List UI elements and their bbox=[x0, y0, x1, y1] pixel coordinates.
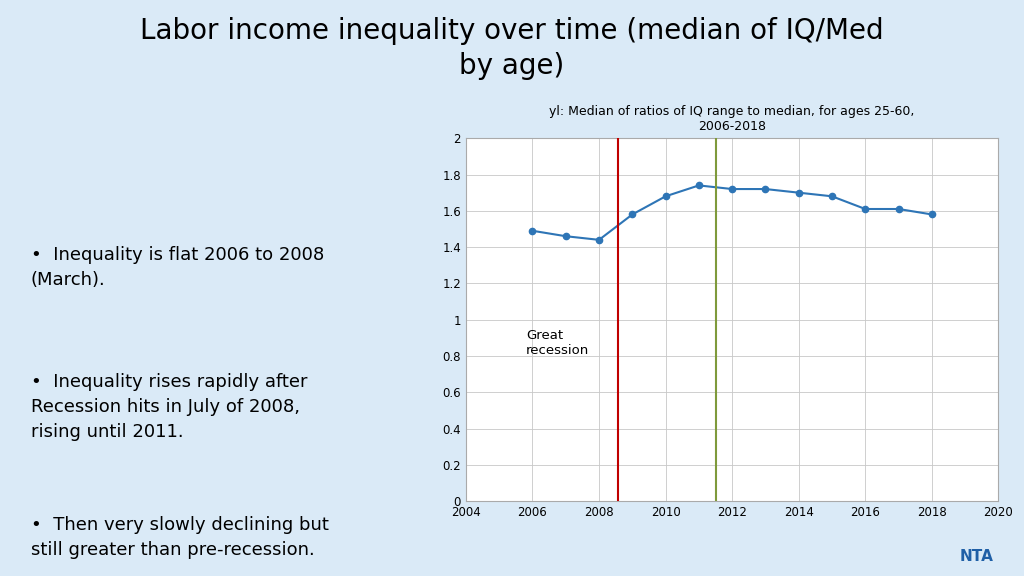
Text: •  Inequality is flat 2006 to 2008
(March).: • Inequality is flat 2006 to 2008 (March… bbox=[31, 247, 324, 289]
Text: Labor income inequality over time (median of IQ/Med
by age): Labor income inequality over time (media… bbox=[140, 17, 884, 80]
Text: NTA: NTA bbox=[959, 550, 993, 564]
Text: •  Then very slowly declining but
still greater than pre-recession.: • Then very slowly declining but still g… bbox=[31, 516, 329, 559]
Text: Great
recession: Great recession bbox=[526, 329, 589, 357]
Text: •  Inequality rises rapidly after
Recession hits in July of 2008,
rising until 2: • Inequality rises rapidly after Recessi… bbox=[31, 373, 307, 441]
Title: yl: Median of ratios of IQ range to median, for ages 25-60,
2006-2018: yl: Median of ratios of IQ range to medi… bbox=[550, 105, 914, 133]
